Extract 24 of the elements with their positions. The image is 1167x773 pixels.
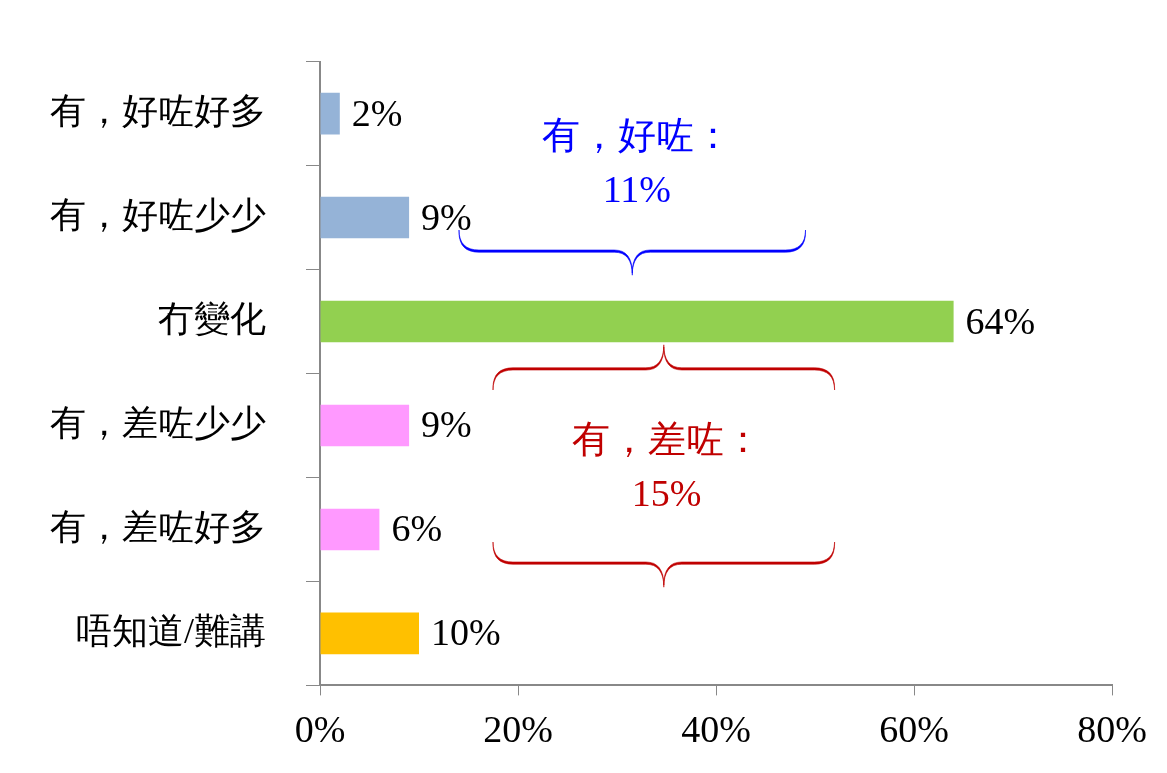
data-label: 64% <box>965 299 1036 342</box>
annotation: 有，好咗： 11% <box>541 113 732 210</box>
y-tick-label: 唔知道/難講 <box>75 610 266 651</box>
x-tick-label: 20% <box>483 708 553 751</box>
data-label: 6% <box>391 507 443 550</box>
x-tick-label: 0% <box>294 708 346 751</box>
x-tick-label: 80% <box>1077 708 1147 751</box>
bar <box>320 92 340 135</box>
y-tick-label: 冇變化 <box>158 298 266 339</box>
x-tick-label: 60% <box>879 708 949 751</box>
y-tick-label: 有，好咗好多 <box>50 91 266 132</box>
y-tick-label: 有，差咗好多 <box>50 506 266 547</box>
y-tick-label: 有，好咗少少 <box>50 195 266 235</box>
x-tick-label: 40% <box>681 708 751 751</box>
data-label: 2% <box>351 91 403 134</box>
bar <box>320 196 410 239</box>
annotation: 有，差咗： 15% <box>571 418 762 515</box>
data-label: 10% <box>431 611 501 654</box>
bar <box>320 404 410 447</box>
bar <box>320 508 380 551</box>
data-label: 9% <box>421 195 472 238</box>
data-label: 9% <box>421 403 472 446</box>
bar <box>320 612 419 655</box>
y-tick-label: 有，差咗少少 <box>50 402 266 443</box>
